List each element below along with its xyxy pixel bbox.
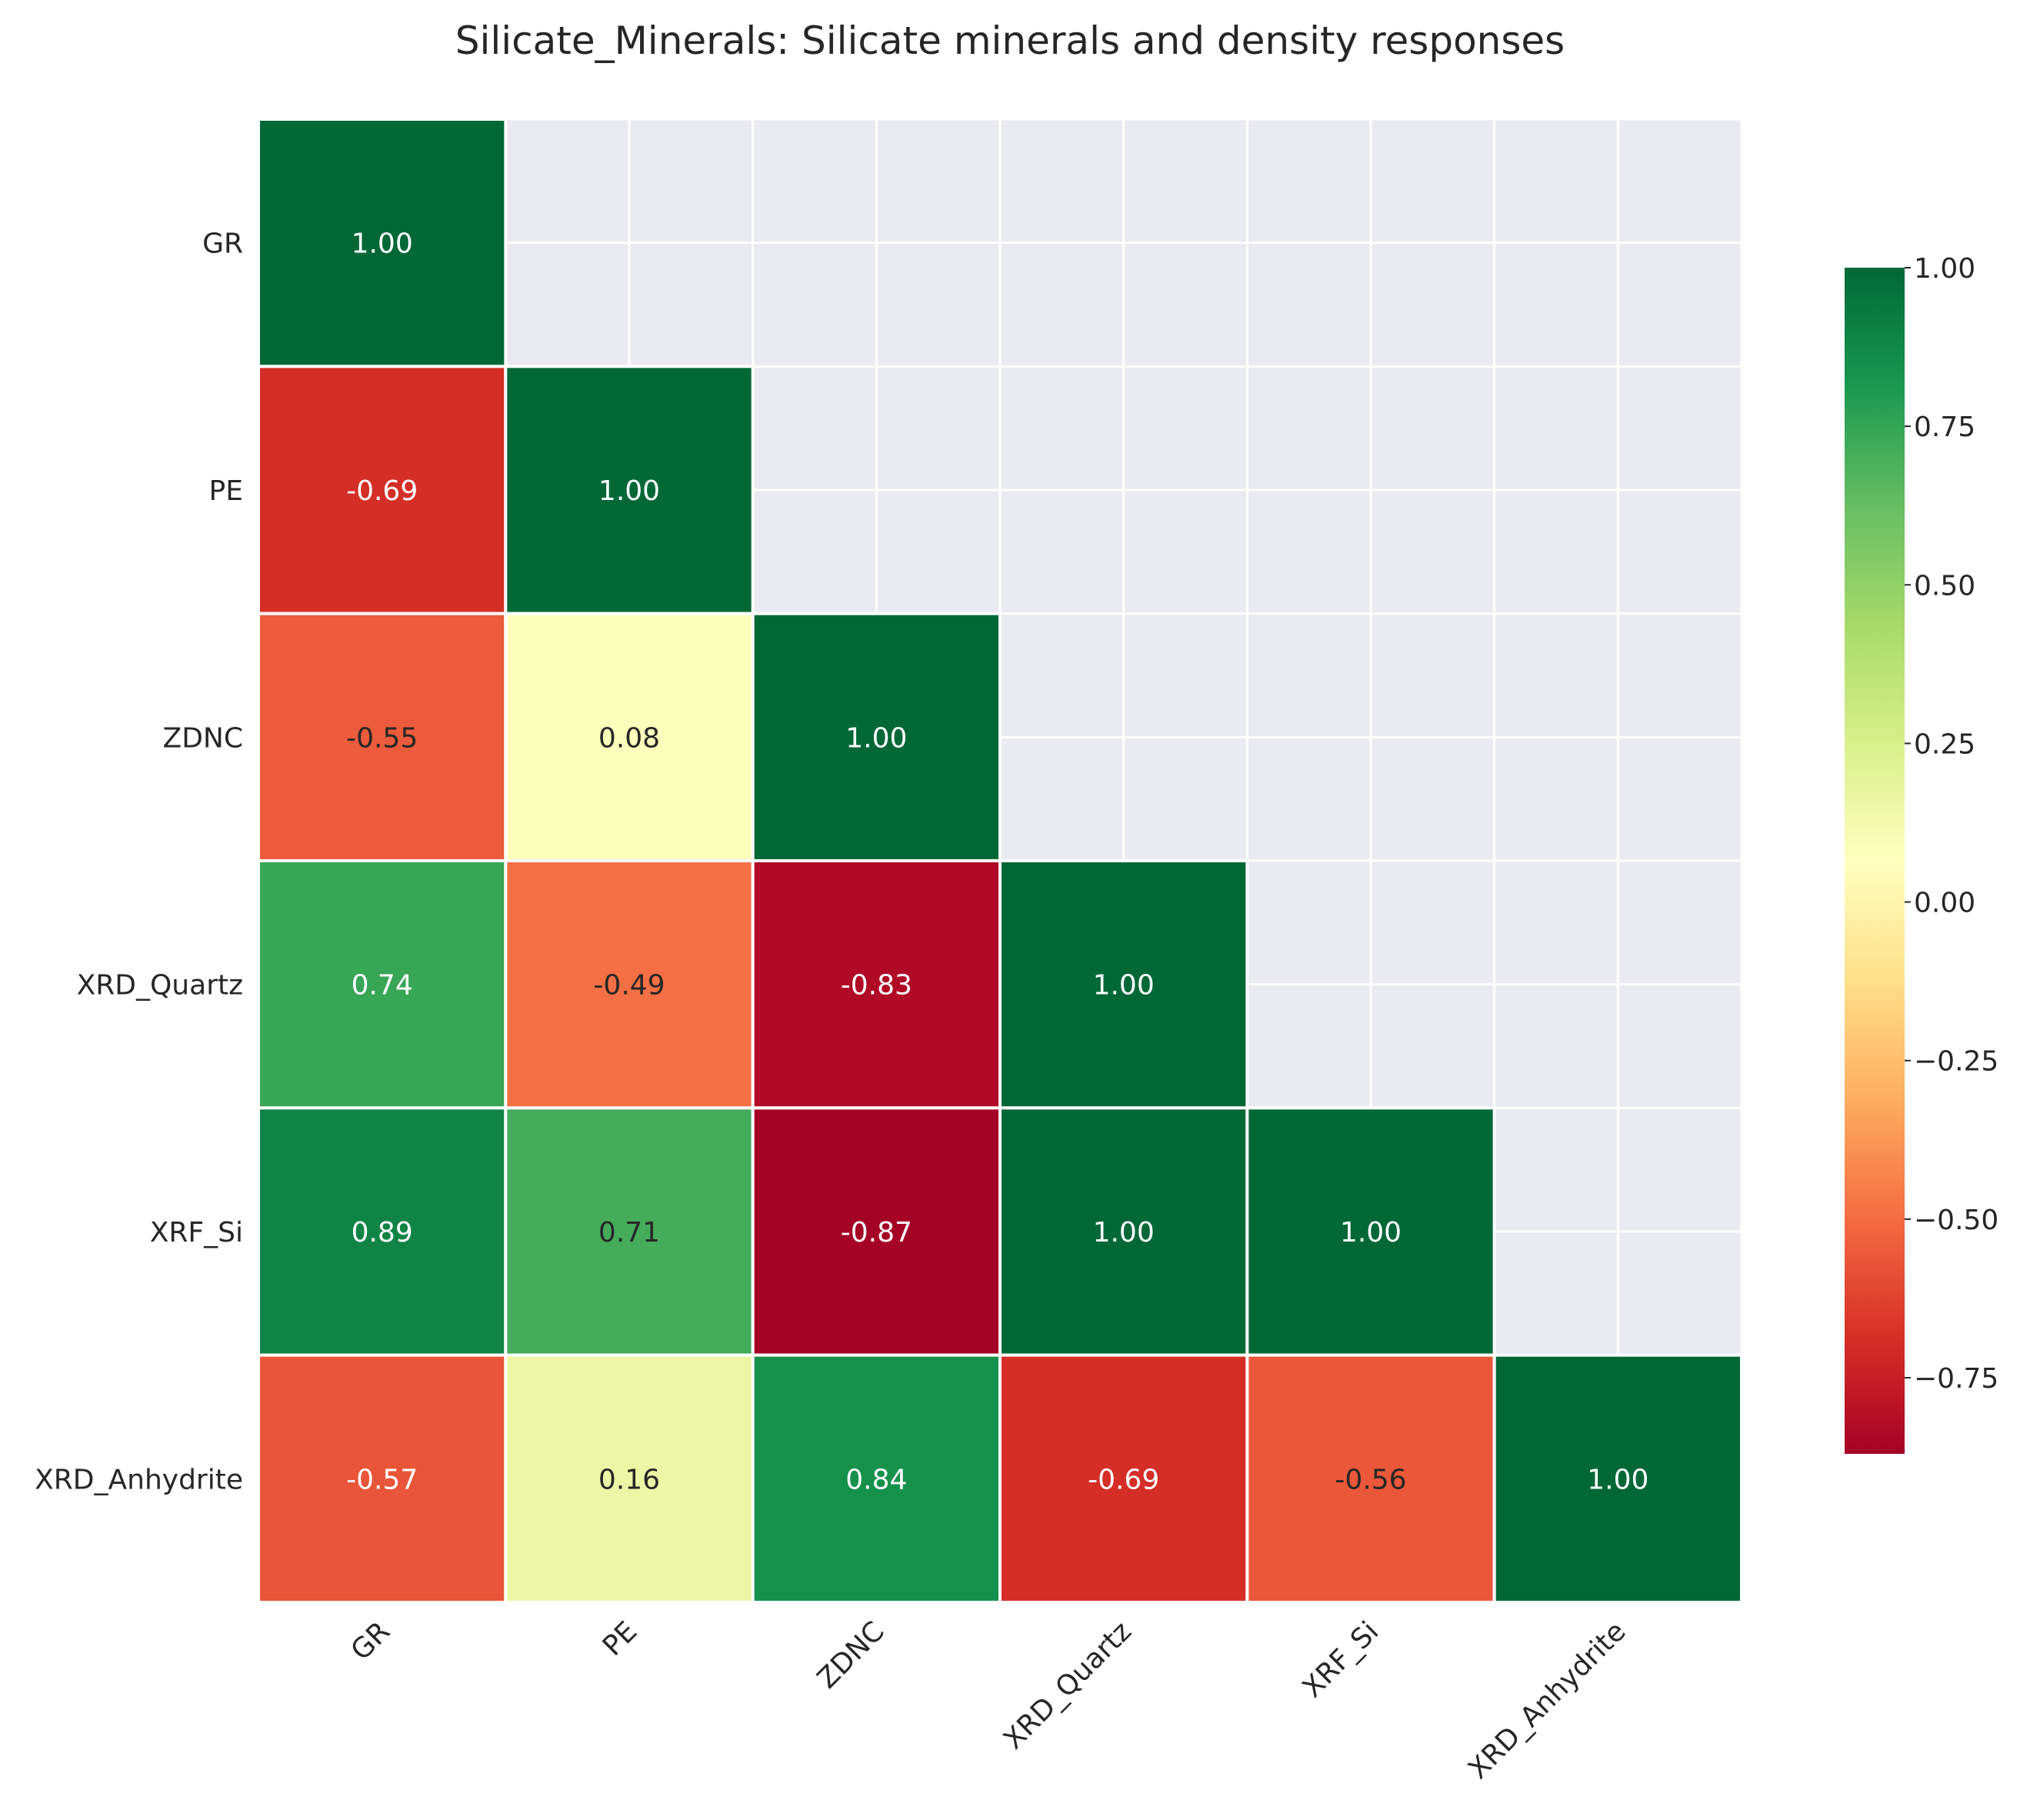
colorbar-tick-label: 0.25	[1914, 728, 1975, 760]
cell-value-label: 0.74	[352, 970, 413, 1002]
heatmap-cell	[504, 1106, 755, 1357]
heatmap-cell	[257, 1106, 508, 1357]
cell-value-label: 1.00	[598, 475, 660, 507]
y-tick-label: XRD_Quartz	[77, 970, 243, 1002]
cell-value-label: -0.69	[346, 475, 418, 507]
heatmap-cell	[257, 612, 508, 863]
cell-value-label: 1.00	[352, 228, 413, 260]
y-tick-label: ZDNC	[163, 722, 243, 754]
heatmap-cell	[1492, 1353, 1743, 1604]
y-tick-label: GR	[202, 228, 243, 260]
heatmap-area: 1.00 -0.69 1.00 -0.55 0.08 1.00 0.74 -0.49 -0.83…	[257, 118, 1743, 1604]
cell-value-label: 0.84	[845, 1464, 907, 1495]
heatmap-cell	[257, 118, 508, 368]
heatmap-cell	[998, 859, 1249, 1110]
heatmap-cell	[257, 365, 508, 615]
cell-value-label: 0.71	[598, 1217, 660, 1248]
cell-value-label: -0.56	[1335, 1464, 1406, 1495]
cell-value-label: 1.00	[845, 722, 907, 754]
cell-value-label: -0.69	[1088, 1464, 1159, 1495]
cell-value-label: 1.00	[1093, 1217, 1155, 1248]
cell-value-label: 1.00	[1587, 1464, 1648, 1495]
colorbar-tick-label: 1.00	[1914, 253, 1975, 285]
colorbar: 1.00 0.75 0.50 0.25 0.00 −0.25 −0.50 −0.75	[1845, 253, 1998, 1454]
y-tick-label: XRF_Si	[150, 1217, 243, 1248]
heatmap-cell	[1245, 1353, 1496, 1604]
heatmap-cell	[751, 1353, 1002, 1604]
y-axis-tick-labels: GR PE ZDNC XRD_Quartz XRF_Si XRD_Anhydrite	[35, 228, 243, 1496]
colorbar-gradient	[1845, 268, 1905, 1454]
colorbar-tick-label: 0.50	[1914, 570, 1975, 602]
cell-value-label: 0.89	[352, 1217, 413, 1248]
chart-title: Silicate_Minerals: Silicate minerals and…	[455, 18, 1565, 63]
cell-value-label: 1.00	[1093, 970, 1155, 1002]
heatmap-cell	[1245, 1106, 1496, 1357]
cell-value-label: -0.49	[593, 970, 665, 1002]
cell-value-label: 0.16	[598, 1464, 660, 1495]
heatmap-cell	[504, 1353, 755, 1604]
cell-value-label: -0.87	[841, 1217, 912, 1248]
y-tick-label: XRD_Anhydrite	[35, 1464, 243, 1495]
y-tick-label: PE	[209, 475, 243, 507]
colorbar-tick-label: 0.75	[1914, 412, 1975, 443]
cell-value-label: -0.55	[346, 722, 418, 754]
heatmap-cell	[504, 859, 755, 1110]
cell-value-label: 1.00	[1340, 1217, 1402, 1248]
colorbar-tick-label: −0.75	[1914, 1363, 1998, 1395]
heatmap-cell	[504, 612, 755, 863]
colorbar-tick-label: −0.25	[1914, 1046, 1998, 1078]
cell-value-label: -0.57	[346, 1464, 418, 1495]
colorbar-tick-label: −0.50	[1914, 1205, 1998, 1236]
cell-value-label: 0.08	[598, 722, 660, 754]
colorbar-tick-label: 0.00	[1914, 888, 1975, 919]
heatmap-cell	[257, 859, 508, 1110]
cell-value-label: -0.83	[841, 970, 912, 1002]
heatmap-cell	[751, 612, 1002, 863]
